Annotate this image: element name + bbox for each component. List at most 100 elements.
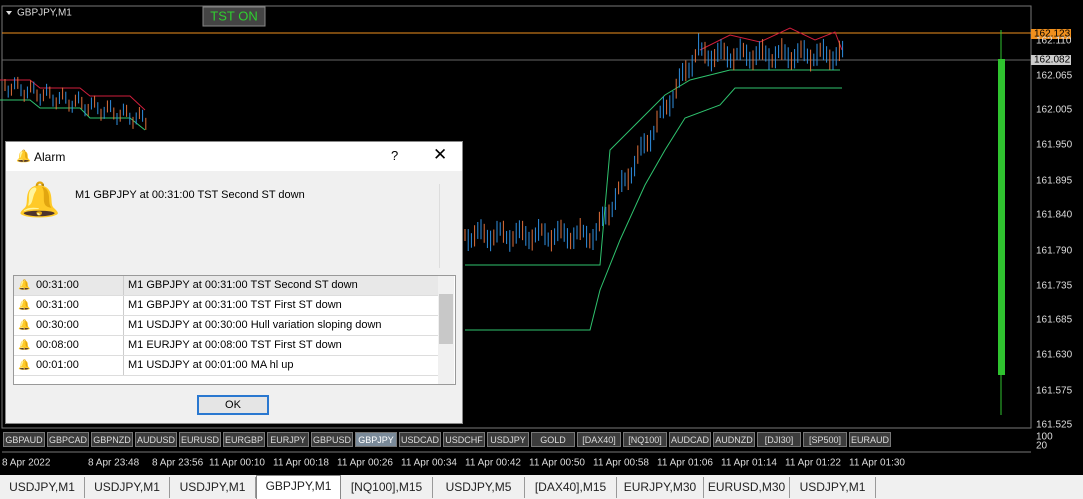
alarm-text: M1 USDJPY at 00:30:00 Hull variation slo… [123, 316, 382, 335]
message-scroll[interactable] [439, 184, 454, 268]
price-label: 161.685 [1036, 315, 1073, 326]
tab[interactable]: USDJPY,M1 [85, 477, 170, 498]
current-price: 162.082 [1034, 55, 1071, 66]
price-label: 161.630 [1036, 350, 1073, 361]
tab[interactable]: USDJPY,M1 [0, 477, 85, 498]
price-label: 161.735 [1036, 281, 1073, 292]
alarm-row[interactable]: 🔔 00:08:00 M1 EURJPY at 00:08:00 TST First… [14, 336, 438, 356]
time-label: 8 Apr 2022 [2, 458, 51, 469]
price-label: 161.895 [1036, 176, 1073, 187]
time-label: 11 Apr 00:58 [593, 458, 649, 469]
chart-title: GBPJPY,M1 [17, 8, 72, 19]
price-label: 161.525 [1036, 420, 1073, 431]
time-label: 11 Apr 00:10 [209, 458, 265, 469]
symbol-button[interactable]: USDJPY [487, 432, 529, 447]
alarm-time: 00:08:00 [36, 339, 79, 351]
message: M1 GBPJPY at 00:31:00 TST Second ST down [75, 189, 305, 201]
bell-small: 🔔 [18, 320, 31, 331]
lower-band-3 [465, 87, 842, 331]
sub-scale-label: 100 [1036, 432, 1053, 443]
list-scrollbar[interactable] [438, 276, 454, 384]
symbol-button[interactable]: AUDNZD [713, 432, 755, 447]
symbol-button[interactable]: AUDUSD [135, 432, 177, 447]
sub-scale-label: 20 [1036, 441, 1048, 452]
time-label: 11 Apr 00:18 [273, 458, 329, 469]
help-button[interactable]: ? [391, 148, 399, 163]
symbol-button[interactable]: EURUSD [179, 432, 221, 447]
time-label: 11 Apr 01:22 [785, 458, 841, 469]
tab[interactable]: USDJPY,M1 [170, 477, 256, 498]
symbol-button[interactable]: [NQ100] [623, 432, 667, 447]
alarm-text: M1 EURJPY at 00:08:00 TST First ST down [123, 336, 342, 355]
symbol-button[interactable]: AUDCAD [669, 432, 711, 447]
upper-band-2 [699, 27, 843, 51]
alert-price-box [1031, 29, 1071, 39]
time-label: 11 Apr 00:42 [465, 458, 521, 469]
symbol-button[interactable]: EURGBP [223, 432, 265, 447]
price-label: 161.790 [1036, 246, 1073, 257]
alarm-row[interactable]: 🔔 00:31:00 M1 GBPJPY at 00:31:00 TST First… [14, 296, 438, 316]
price-label: 161.575 [1036, 386, 1073, 397]
dialog-title: Alarm [34, 150, 66, 164]
symbol-button[interactable]: EURJPY [267, 432, 309, 447]
time-label: 8 Apr 23:56 [152, 458, 204, 469]
symbol-button[interactable]: GBPUSD [311, 432, 353, 447]
tab[interactable]: GBPJPY,M1 [256, 475, 341, 499]
symbol-button[interactable]: [DAX40] [577, 432, 621, 447]
ok-button[interactable]: OK [197, 395, 269, 415]
symbol-button[interactable]: GBPCAD [47, 432, 89, 447]
alarm-time: 00:31:00 [36, 299, 79, 311]
alarm-row[interactable]: 🔔 00:31:00 M1 GBPJPY at 00:31:00 TST Secon… [14, 276, 438, 296]
tst-button[interactable] [202, 6, 266, 27]
alarm-row[interactable]: 🔔 00:01:00 M1 USDJPY at 00:01:00 MA hl up [14, 356, 438, 376]
symbol-button[interactable]: GBPAUD [3, 432, 45, 447]
price-label: 162.110 [1036, 36, 1072, 47]
alarm-text: M1 GBPJPY at 00:31:00 TST Second ST down [123, 276, 358, 295]
time-label: 8 Apr 23:48 [88, 458, 140, 469]
time-label: 11 Apr 01:30 [849, 458, 905, 469]
bell-small: 🔔 [18, 280, 31, 291]
alarm-text: M1 GBPJPY at 00:31:00 TST First ST down [123, 296, 342, 315]
symbol-button[interactable]: USDCAD [399, 432, 441, 447]
alert-price: 162.123 [1034, 29, 1071, 40]
close-button[interactable]: ✕ [433, 145, 448, 164]
symbol-button[interactable]: [DJI30] [757, 432, 801, 447]
time-label: 11 Apr 00:34 [401, 458, 457, 469]
scroll-thumb[interactable] [439, 294, 453, 344]
tab[interactable]: EURJPY,M30 [617, 477, 704, 498]
price-label: 162.005 [1036, 105, 1073, 116]
symbol-button[interactable]: GBPNZD [91, 432, 133, 447]
alarm-row[interactable]: 🔔 00:30:00 M1 USDJPY at 00:30:00 Hull vari… [14, 316, 438, 336]
alarm-time: 00:30:00 [36, 319, 79, 331]
lower-band-2 [465, 69, 840, 266]
tab[interactable]: USDJPY,M1 [790, 477, 876, 498]
alarm-list: 🔔 00:31:00 M1 GBPJPY at 00:31:00 TST Secon… [13, 275, 456, 385]
tab[interactable]: USDJPY,M5 [433, 477, 525, 498]
price-label: 161.950 [1036, 140, 1073, 151]
symbol-button[interactable]: GOLD [531, 432, 575, 447]
alarm-time: 00:31:00 [36, 279, 79, 291]
menu-arrow[interactable] [6, 11, 12, 15]
bell-small: 🔔 [18, 300, 31, 311]
upper-band [0, 79, 146, 111]
alarm-time: 00:01:00 [36, 359, 79, 371]
tab[interactable]: [NQ100],M15 [341, 477, 433, 498]
price-label: 161.840 [1036, 210, 1073, 221]
time-label: 11 Apr 01:06 [657, 458, 713, 469]
bell-small: 🔔 [18, 340, 31, 351]
tab[interactable]: EURUSD,M30 [704, 477, 790, 498]
title-bar: 🔔 Alarm ? ✕ [6, 142, 462, 171]
tab[interactable]: [DAX40],M15 [525, 477, 617, 498]
current-price-box [1031, 55, 1071, 65]
symbol-button[interactable]: USDCHF [443, 432, 485, 447]
symbol-button[interactable]: [SP500] [803, 432, 847, 447]
time-label: 11 Apr 00:26 [337, 458, 393, 469]
alarm-dialog: 🔔 Alarm ? ✕ 🔔 M1 GBPJPY at 00:31:00 TST … [5, 141, 463, 424]
symbol-button[interactable]: GBPJPY [355, 432, 397, 447]
symbol-button[interactable]: EURAUD [849, 432, 891, 447]
price-label: 162.065 [1036, 71, 1073, 82]
bell-small: 🔔 [18, 360, 31, 371]
tst-label: TST ON [210, 8, 257, 23]
time-label: 11 Apr 00:50 [529, 458, 585, 469]
